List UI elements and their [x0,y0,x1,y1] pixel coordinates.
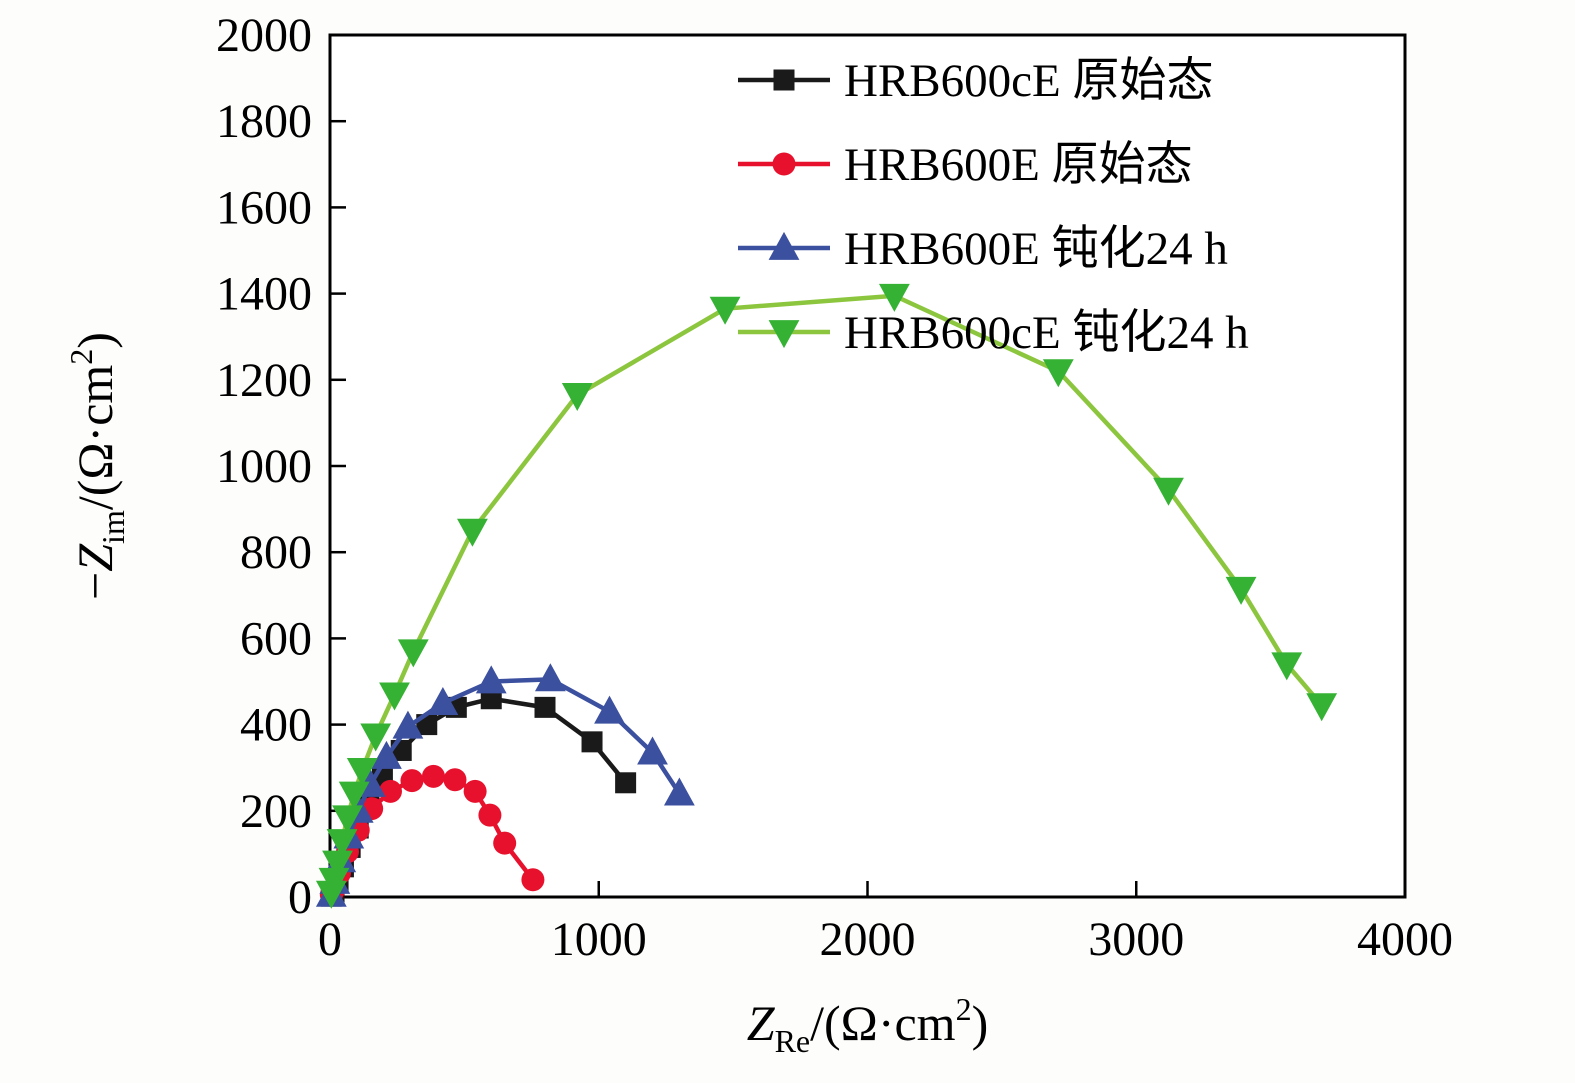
marker-hrb600ce-original [534,696,556,718]
legend: HRB600cE 原始态 HRB600E 原始态 HRB600E 钝化24 h HRB… [738,55,1249,359]
marker-hrb600e-passivated-24h [637,736,668,765]
marker-hrb600e-original [378,779,402,803]
marker-hrb600e-passivated-24h [663,777,695,806]
legend-item-hrb600ce-passivated-24h: HRB600cE 钝化24 h [738,307,1249,359]
marker-hrb600ce-passivated-24h [338,781,370,810]
legend-marker-hrb600e-original [772,152,796,176]
marker-hrb600e-passivated-24h [475,665,507,694]
series-hrb600e-passivated-24h [315,663,695,907]
marker-hrb600ce-passivated-24h [1306,693,1338,722]
marker-hrb600e-passivated-24h [594,695,625,724]
y-tick-label: 400 [240,699,312,752]
marker-hrb600ce-passivated-24h [878,283,910,312]
marker-hrb600e-original [421,764,445,788]
marker-hrb600ce-passivated-24h [315,880,347,909]
y-tick-label: 600 [240,612,312,665]
marker-hrb600ce-passivated-24h [379,682,410,711]
marker-hrb600ce-passivated-24h [1153,477,1184,506]
y-tick-label: 2000 [216,9,312,62]
marker-hrb600ce-passivated-24h [1271,652,1303,681]
x-tick-label: 4000 [1357,913,1453,966]
marker-hrb600e-passivated-24h [427,686,459,715]
legend-item-hrb600ce-original: HRB600cE 原始态 [738,55,1213,107]
legend-marker-hrb600ce-passivated-24h [768,320,800,349]
x-tick-label: 3000 [1088,913,1184,966]
marker-hrb600e-passivated-24h [534,663,566,692]
x-tick-label: 1000 [551,913,647,966]
marker-hrb600ce-passivated-24h [332,805,363,834]
series-hrb600ce-passivated-24h [315,283,1338,909]
legend-item-hrb600e-passivated-24h: HRB600E 钝化24 h [738,223,1228,275]
y-tick-label: 200 [240,785,312,838]
y-tick-label: 0 [288,871,312,924]
marker-hrb600ce-passivated-24h [1225,576,1257,605]
y-tick-label: 800 [240,526,312,579]
legend-marker-hrb600ce-original [773,69,795,91]
y-tick-label: 1000 [216,440,312,493]
marker-hrb600ce-passivated-24h [322,850,353,879]
y-axis-title: −Zim/(Ω·cm2) [63,332,131,600]
x-axis-title: ZRe/(Ω·cm2) [747,991,988,1059]
x-tick-label: 0 [318,913,342,966]
marker-hrb600ce-original [615,772,637,794]
y-tick-label: 1600 [216,181,312,234]
marker-hrb600ce-passivated-24h [346,757,378,786]
legend-label-hrb600e-original: HRB600E 原始态 [844,139,1193,191]
y-tick-label: 1800 [216,95,312,148]
marker-hrb600ce-passivated-24h [397,639,429,668]
marker-hrb600ce-passivated-24h [326,829,358,858]
legend-label-hrb600e-passivated-24h: HRB600E 钝化24 h [844,223,1228,275]
marker-hrb600ce-passivated-24h [318,867,350,896]
marker-hrb600e-original [463,779,487,803]
marker-hrb600e-passivated-24h [371,740,402,769]
marker-hrb600e-original [443,768,467,792]
y-tick-label: 1400 [216,268,312,321]
marker-hrb600e-passivated-24h [392,710,424,739]
marker-hrb600ce-original [480,688,502,710]
legend-marker-hrb600e-passivated-24h [768,231,800,260]
marker-hrb600e-original [478,803,502,827]
marker-hrb600ce-passivated-24h [561,382,593,411]
marker-hrb600e-original [400,769,424,793]
legend-label-hrb600ce-original: HRB600cE 原始态 [844,55,1213,107]
marker-hrb600ce-passivated-24h [1042,359,1074,388]
legend-label-hrb600ce-passivated-24h: HRB600cE 钝化24 h [844,307,1249,359]
legend-item-hrb600e-original: HRB600E 原始态 [738,139,1193,191]
marker-hrb600ce-passivated-24h [360,723,392,752]
plot-frame [328,33,1407,899]
marker-hrb600e-original [493,831,517,855]
marker-hrb600e-original [521,868,545,892]
y-tick-label: 1200 [216,354,312,407]
marker-hrb600ce-passivated-24h [457,518,488,547]
marker-hrb600ce-passivated-24h [709,296,741,325]
marker-hrb600ce-original [581,731,603,753]
x-tick-label: 2000 [820,913,916,966]
